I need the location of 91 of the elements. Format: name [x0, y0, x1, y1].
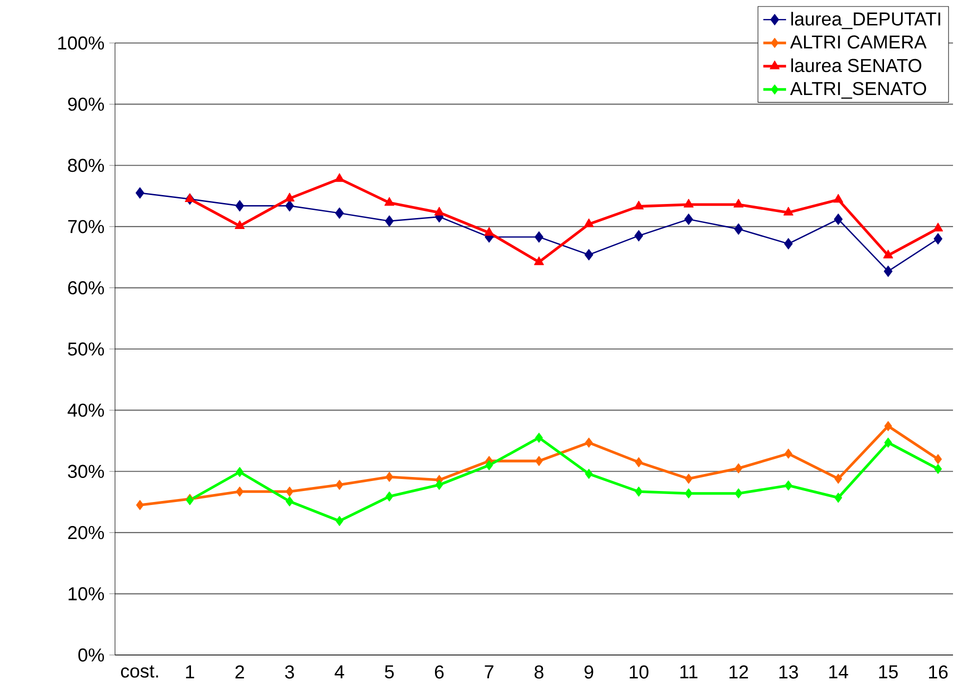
point	[285, 200, 294, 212]
point	[734, 488, 742, 498]
point	[236, 466, 244, 477]
point	[883, 250, 894, 258]
point	[783, 206, 794, 216]
point	[934, 464, 942, 474]
point	[485, 460, 493, 470]
x-tick-label: 9	[584, 665, 594, 679]
y-tick-label: 0%	[78, 648, 104, 662]
point	[534, 231, 544, 243]
point	[784, 238, 793, 250]
y-tick-label: 100%	[58, 36, 104, 50]
x-tick-label: 12	[730, 665, 748, 678]
point	[136, 500, 144, 510]
point	[386, 491, 394, 502]
point	[335, 207, 344, 219]
x-tick-label: cost.	[121, 665, 158, 678]
point	[234, 220, 245, 229]
point	[386, 472, 394, 482]
legend-label: ALTRI_SENATO	[790, 82, 926, 99]
legend-label: laurea_DEPUTATI	[791, 12, 940, 30]
y-tick-label: 20%	[68, 526, 104, 540]
point	[634, 457, 643, 468]
point	[284, 192, 295, 202]
point	[734, 223, 743, 235]
point	[286, 496, 294, 506]
point	[933, 222, 943, 232]
point	[934, 454, 942, 464]
point	[684, 474, 692, 484]
point	[136, 187, 144, 199]
x-tick-label: 5	[384, 665, 394, 678]
point	[484, 227, 494, 236]
y-tick-label: 70%	[68, 220, 104, 234]
x-tick-label: 13	[779, 665, 798, 679]
point	[634, 486, 643, 497]
point	[534, 256, 544, 266]
point	[684, 488, 692, 498]
point	[834, 214, 843, 225]
point	[585, 438, 593, 448]
x-tick-label: 6	[434, 665, 444, 679]
point	[684, 214, 693, 225]
point	[734, 198, 744, 208]
x-tick-label: 11	[680, 665, 698, 678]
point	[684, 198, 694, 208]
x-tick-label: 4	[334, 665, 344, 678]
point	[784, 448, 792, 459]
point	[336, 516, 344, 526]
x-tick-label: 16	[929, 665, 948, 679]
y-tick-label: 90%	[68, 98, 104, 111]
point	[235, 200, 244, 212]
point	[385, 215, 394, 227]
point	[784, 480, 792, 490]
point	[334, 173, 344, 182]
x-tick-label: 15	[879, 665, 898, 678]
x-tick-label: 10	[630, 665, 648, 679]
y-tick-label: 30%	[68, 464, 104, 478]
point	[884, 438, 892, 448]
point	[634, 230, 644, 242]
point	[934, 233, 942, 244]
point	[535, 456, 543, 466]
x-tick-label: 8	[534, 665, 544, 679]
x-tick-label: 2	[235, 665, 244, 678]
x-tick-label: 3	[285, 665, 294, 679]
point	[236, 486, 244, 497]
x-tick-label: 14	[829, 665, 848, 678]
point	[184, 193, 195, 202]
x-tick-label: 7	[484, 665, 494, 678]
point	[833, 194, 844, 203]
point	[634, 200, 644, 210]
point	[834, 492, 842, 503]
point	[884, 421, 892, 432]
point	[435, 480, 444, 490]
point	[585, 468, 593, 479]
legend-label: ALTRI CAMERA	[790, 35, 927, 49]
point	[535, 432, 543, 443]
point	[884, 266, 892, 277]
point	[286, 486, 294, 497]
y-tick-label: 10%	[68, 587, 104, 600]
legend-label: laurea SENATO	[791, 58, 922, 72]
point	[734, 463, 742, 474]
point	[584, 218, 594, 228]
point	[384, 197, 394, 206]
point	[834, 474, 842, 484]
x-tick-label: 1	[186, 665, 194, 678]
point	[336, 480, 344, 490]
point	[434, 206, 444, 216]
y-tick-label: 40%	[68, 404, 104, 417]
y-tick-label: 60%	[68, 281, 104, 294]
point	[584, 249, 594, 260]
y-tick-label: 50%	[68, 342, 104, 356]
y-tick-label: 80%	[68, 158, 104, 172]
